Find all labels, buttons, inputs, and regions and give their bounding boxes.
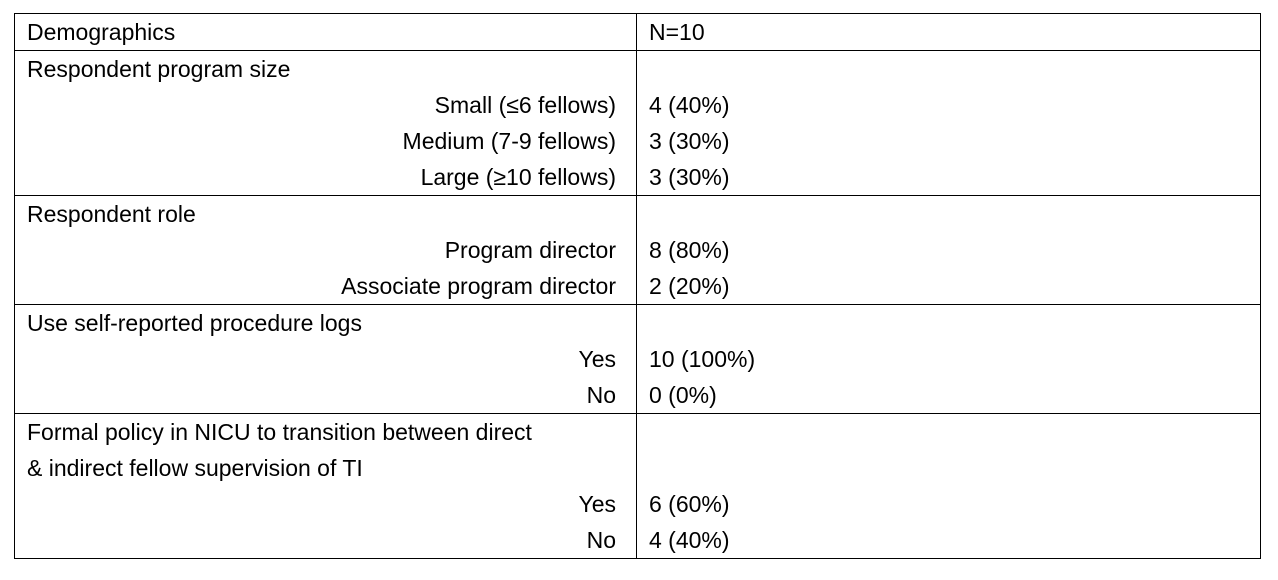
section-respondent-role: Respondent role Program director Associa… xyxy=(15,195,1260,304)
section-label-cell: Respondent role Program director Associa… xyxy=(15,196,637,304)
section-formal-policy: Formal policy in NICU to transition betw… xyxy=(15,413,1260,558)
section-program-size: Respondent program size Small (≤6 fellow… xyxy=(15,50,1260,195)
row-label: Large (≥10 fellows) xyxy=(420,164,616,190)
section-label-cell: Formal policy in NICU to transition betw… xyxy=(15,414,637,558)
section-value-cell: 10 (100%) 0 (0%) xyxy=(637,305,1260,413)
spacer xyxy=(637,414,1260,450)
row-value: 8 (80%) xyxy=(649,237,730,263)
row-label: Yes xyxy=(578,346,616,372)
section-value-cell: 4 (40%) 3 (30%) 3 (30%) xyxy=(637,51,1260,195)
section-heading: Respondent role xyxy=(27,201,196,227)
demographics-table: Demographics N=10 Respondent program siz… xyxy=(14,13,1261,559)
header-value-cell: N=10 xyxy=(637,14,1260,50)
row-value: 3 (30%) xyxy=(649,164,730,190)
spacer xyxy=(637,450,1260,486)
row-value: 2 (20%) xyxy=(649,273,730,299)
row-value: 4 (40%) xyxy=(649,92,730,118)
section-value-cell: 8 (80%) 2 (20%) xyxy=(637,196,1260,304)
section-label-cell: Respondent program size Small (≤6 fellow… xyxy=(15,51,637,195)
header-label-cell: Demographics xyxy=(15,14,637,50)
row-value: 4 (40%) xyxy=(649,527,730,553)
section-value-cell: 6 (60%) 4 (40%) xyxy=(637,414,1260,558)
row-value: 0 (0%) xyxy=(649,382,717,408)
row-value: 3 (30%) xyxy=(649,128,730,154)
section-heading: Formal policy in NICU to transition betw… xyxy=(27,419,532,445)
section-label-cell: Use self-reported procedure logs Yes No xyxy=(15,305,637,413)
section-procedure-logs: Use self-reported procedure logs Yes No … xyxy=(15,304,1260,413)
header-label: Demographics xyxy=(27,19,176,45)
section-heading: Use self-reported procedure logs xyxy=(27,310,362,336)
row-value: 6 (60%) xyxy=(649,491,730,517)
spacer xyxy=(637,196,1260,232)
row-label: Yes xyxy=(578,491,616,517)
row-label: No xyxy=(586,527,616,553)
header-value: N=10 xyxy=(649,19,705,45)
section-heading-continued: & indirect fellow supervision of TI xyxy=(27,455,363,481)
spacer xyxy=(637,51,1260,87)
row-label: Associate program director xyxy=(341,273,616,299)
row-label: Program director xyxy=(444,237,616,263)
spacer xyxy=(637,305,1260,341)
row-label: Small (≤6 fellows) xyxy=(434,92,616,118)
row-value: 10 (100%) xyxy=(649,346,756,372)
row-label: No xyxy=(586,382,616,408)
row-label: Medium (7-9 fellows) xyxy=(402,128,616,154)
section-heading: Respondent program size xyxy=(27,56,291,82)
table-header-row: Demographics N=10 xyxy=(15,14,1260,50)
